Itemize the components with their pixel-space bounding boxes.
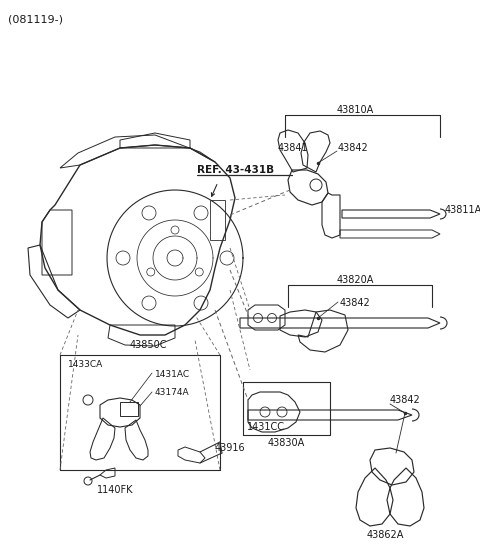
Text: 1431CC: 1431CC (247, 422, 285, 432)
Bar (120, 402, 138, 416)
Text: 43842: 43842 (340, 298, 371, 308)
Text: 43916: 43916 (215, 443, 246, 453)
Text: 43810A: 43810A (336, 105, 373, 115)
Text: 1433CA: 1433CA (68, 360, 103, 369)
Text: 43842: 43842 (390, 395, 421, 405)
Text: 1140FK: 1140FK (97, 485, 133, 495)
Text: (081119-): (081119-) (8, 14, 63, 24)
Text: 43841: 43841 (278, 143, 309, 153)
Text: 43862A: 43862A (366, 530, 404, 540)
Text: 43850C: 43850C (129, 340, 167, 350)
Text: 1431AC: 1431AC (155, 370, 190, 379)
Text: REF. 43-431B: REF. 43-431B (197, 165, 274, 175)
Text: 43811A: 43811A (445, 205, 480, 215)
Text: 43820A: 43820A (336, 275, 374, 285)
Text: 43830A: 43830A (267, 438, 305, 448)
Text: 43174A: 43174A (155, 388, 190, 397)
Text: 43842: 43842 (338, 143, 369, 153)
